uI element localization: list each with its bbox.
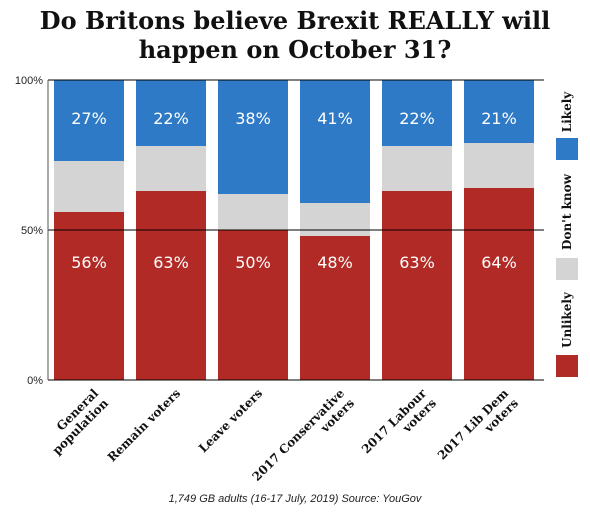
bar-likely-3: [300, 80, 370, 203]
chart-title-line-1: Do Britons believe Brexit REALLY will: [39, 6, 551, 35]
chart-source: 1,749 GB adults (16-17 July, 2019) Sourc…: [168, 493, 422, 505]
bar-unlikely-3: [300, 236, 370, 380]
value-label-unlikely-0: 56%: [71, 253, 107, 272]
value-label-unlikely-1: 63%: [153, 253, 189, 272]
bar-unlikely-1: [136, 191, 206, 380]
category-label-4: 2017 Labourvoters: [359, 386, 440, 467]
value-label-likely-5: 21%: [481, 109, 517, 128]
bar-unlikely-2: [218, 230, 288, 380]
value-label-likely-2: 38%: [235, 109, 271, 128]
category-label-1: Remain voters: [105, 386, 184, 465]
bar-likely-5: [464, 80, 534, 143]
category-label-0: Generalpopulation: [40, 386, 112, 458]
category-label-line-3-0: 2017 Conservative: [250, 386, 348, 484]
bar-likely-1: [136, 80, 206, 146]
bar-unlikely-5: [464, 188, 534, 380]
legend-swatch-don-t-know: [556, 258, 578, 280]
bar-don-t-know-4: [382, 146, 452, 191]
legend-swatch-likely: [556, 138, 578, 160]
value-label-unlikely-4: 63%: [399, 253, 435, 272]
bar-likely-2: [218, 80, 288, 194]
legend-swatch-unlikely: [556, 355, 578, 377]
value-label-likely-1: 22%: [153, 109, 189, 128]
legend-label-unlikely: Unlikely: [560, 291, 574, 348]
chart-title: Do Britons believe Brexit REALLY will ha…: [0, 6, 590, 64]
bar-don-t-know-2: [218, 194, 288, 230]
value-label-unlikely-3: 48%: [317, 253, 353, 272]
category-label-5: 2017 Lib Demvoters: [435, 386, 521, 472]
y-tick-label-0: 0%: [27, 375, 43, 387]
bar-unlikely-4: [382, 191, 452, 380]
value-label-unlikely-5: 64%: [481, 253, 517, 272]
bar-don-t-know-3: [300, 203, 370, 236]
legend-label-don-t-know: Don't know: [560, 173, 574, 250]
bar-don-t-know-1: [136, 146, 206, 191]
value-label-likely-0: 27%: [71, 109, 107, 128]
bar-unlikely-0: [54, 212, 124, 380]
chart-title-line-2: happen on October 31?: [138, 35, 452, 64]
value-label-unlikely-2: 50%: [235, 253, 271, 272]
category-label-line-1-0: Remain voters: [105, 386, 184, 465]
category-label-line-2-0: Leave voters: [196, 386, 265, 455]
legend-label-likely: Likely: [560, 91, 574, 133]
category-label-3: 2017 Conservativevoters: [250, 386, 358, 494]
bar-likely-0: [54, 80, 124, 161]
y-tick-label-100: 100%: [15, 75, 43, 87]
category-label-2: Leave voters: [196, 386, 265, 455]
y-tick-label-50: 50%: [21, 225, 43, 237]
bar-don-t-know-0: [54, 161, 124, 212]
value-label-likely-3: 41%: [317, 109, 353, 128]
bar-likely-4: [382, 80, 452, 146]
bar-don-t-know-5: [464, 143, 534, 188]
value-label-likely-4: 22%: [399, 109, 435, 128]
